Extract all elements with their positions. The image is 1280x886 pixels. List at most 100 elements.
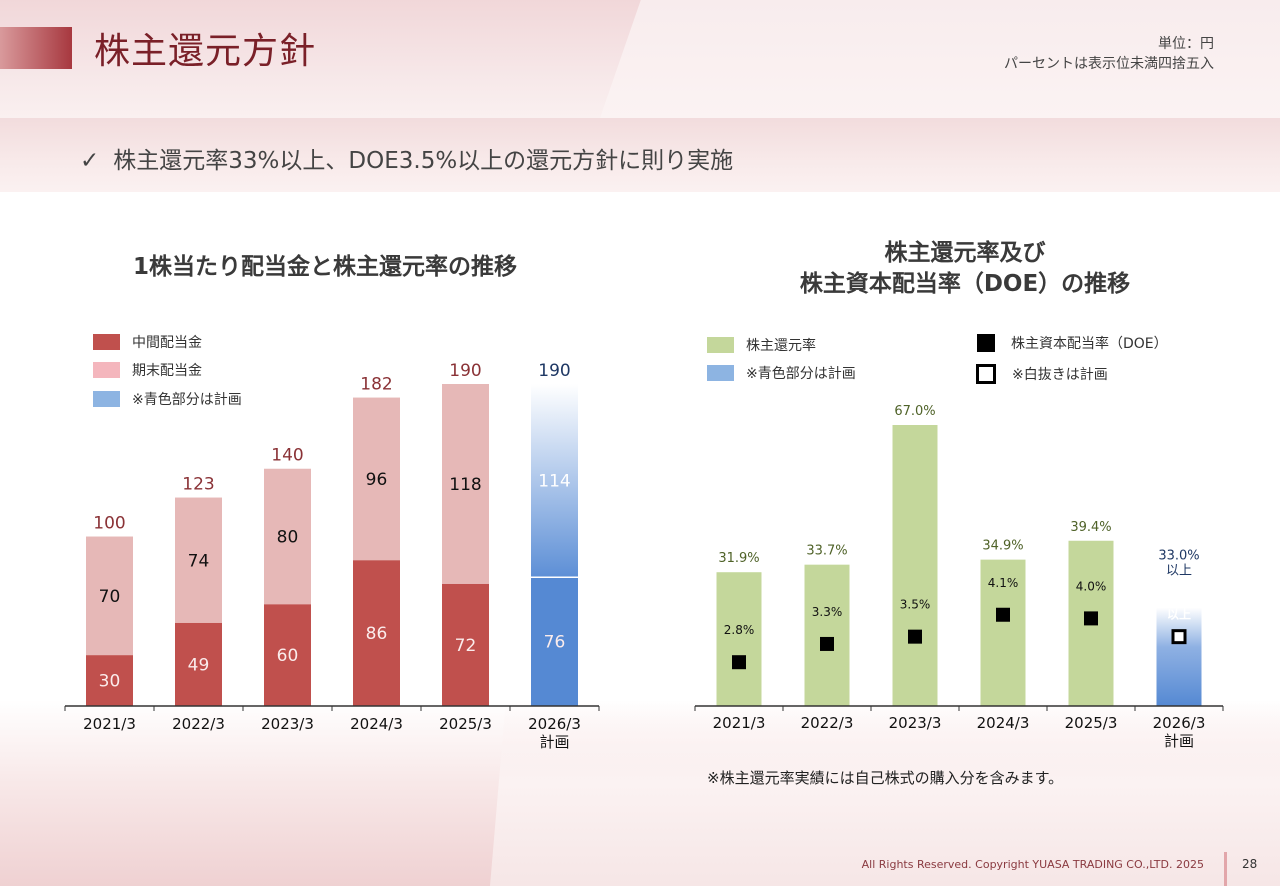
interim-value-label: 86 bbox=[366, 624, 388, 644]
legend-label: 株主還元率 bbox=[746, 338, 816, 354]
legend-doe-plan: ※白抜きは計画 bbox=[976, 364, 1108, 384]
payout-value-label: 33.0% bbox=[1158, 549, 1199, 564]
doe-value-label: 2.8% bbox=[724, 623, 755, 637]
legend-swatch-plan bbox=[707, 365, 734, 381]
page-number: 28 bbox=[1242, 857, 1258, 871]
bar-interim bbox=[353, 560, 400, 706]
doe-marker bbox=[996, 607, 1010, 622]
legend-label: 株主資本配当率（DOE） bbox=[1011, 336, 1168, 352]
copyright: All Rights Reserved. Copyright YUASA TRA… bbox=[861, 858, 1204, 871]
page-title: 株主還元方針 bbox=[94, 31, 317, 72]
bar-payout bbox=[804, 564, 850, 706]
payout-chart-title-line2: 株主資本配当率（DOE）の推移 bbox=[799, 271, 1131, 297]
x-tick-sublabel: 計画 bbox=[1164, 732, 1194, 750]
doe-value-label: 3.5% bbox=[1162, 594, 1195, 608]
doe-value-label: 4.1% bbox=[988, 576, 1019, 590]
year-end-value-label: 96 bbox=[366, 470, 388, 490]
x-tick-label: 2021/3 bbox=[83, 715, 136, 733]
doe-marker bbox=[732, 655, 746, 670]
bar-year-end bbox=[442, 384, 489, 584]
bar-year-end bbox=[86, 536, 133, 656]
doe-value-label: 4.0% bbox=[1076, 579, 1107, 593]
year-end-value-label: 118 bbox=[449, 475, 481, 495]
doe-marker bbox=[908, 629, 922, 644]
legend-swatch-year-end bbox=[93, 362, 120, 378]
year-end-value-label: 114 bbox=[538, 472, 570, 492]
legend-payout-ratio: 株主還元率 bbox=[707, 335, 816, 355]
total-value-label: 190 bbox=[449, 361, 481, 381]
policy-band bbox=[0, 118, 1280, 192]
x-tick-label: 2024/3 bbox=[977, 714, 1030, 732]
x-tick-label: 2021/3 bbox=[713, 714, 766, 732]
payout-chart-title-line1: 株主還元率及び bbox=[884, 240, 1046, 266]
x-tick-label: 2024/3 bbox=[350, 715, 403, 733]
interim-value-label: 49 bbox=[188, 655, 210, 675]
year-end-value-label: 74 bbox=[188, 551, 210, 571]
bar-payout bbox=[892, 425, 938, 706]
footer-background-accent bbox=[490, 700, 1280, 886]
payout-footnote: ※株主還元率実績には自己株式の購入分を含みます。 bbox=[707, 769, 1064, 787]
bar-interim bbox=[175, 622, 222, 706]
doe-value-suffix: 以上 bbox=[1167, 607, 1191, 622]
bar-interim bbox=[531, 577, 578, 706]
doe-marker bbox=[820, 636, 834, 651]
x-tick-label: 2026/3 bbox=[528, 715, 581, 733]
bar-payout-plan bbox=[1156, 607, 1202, 706]
unit-label: 単位：円 bbox=[1158, 36, 1214, 52]
doe-value-label: 3.5% bbox=[900, 598, 931, 612]
x-tick-label: 2026/3 bbox=[1153, 714, 1206, 732]
total-value-label: 182 bbox=[360, 375, 392, 395]
bar-payout bbox=[980, 559, 1026, 706]
bar-year-end bbox=[531, 384, 578, 578]
check-icon: ✓ bbox=[80, 148, 100, 174]
payout-doe-chart: 31.9%33.7%67.0%34.9%39.4%33.0%以上 2021/3 2… bbox=[694, 404, 1224, 750]
bar-year-end bbox=[175, 497, 222, 623]
legend-swatch-interim bbox=[93, 334, 120, 350]
title-accent-block bbox=[0, 27, 72, 69]
doe-plan-marker bbox=[1171, 629, 1187, 645]
payout-value-suffix: 以上 bbox=[1166, 564, 1192, 579]
x-tick-label: 2023/3 bbox=[889, 714, 942, 732]
legend-label: ※青色部分は計画 bbox=[746, 366, 856, 382]
payout-value-label: 67.0% bbox=[894, 404, 935, 419]
legend-filled-square-icon bbox=[977, 334, 995, 352]
x-tick-sublabel: 計画 bbox=[539, 733, 569, 751]
x-tick-label: 2022/3 bbox=[801, 714, 854, 732]
interim-value-label: 60 bbox=[277, 646, 299, 666]
policy-statement: ✓ 株主還元率33%以上、DOE3.5%以上の還元方針に則り実施 bbox=[80, 141, 733, 175]
legend-year-end: 期末配当金 bbox=[93, 360, 202, 380]
payout-value-label: 33.7% bbox=[806, 544, 847, 559]
legend-label: 期末配当金 bbox=[132, 363, 202, 379]
legend-open-square-icon bbox=[976, 364, 996, 384]
dividend-chart: 30 70 100 49 74 123 60 80 140 86 96 182 72 118 190 76 11… bbox=[64, 361, 600, 751]
legend-label: ※青色部分は計画 bbox=[132, 392, 242, 408]
dividend-chart-title: 1株当たり配当金と株主還元率の推移 bbox=[132, 254, 517, 280]
legend-plan-right: ※青色部分は計画 bbox=[707, 363, 856, 383]
rounding-note: パーセントは表示位未満四捨五入 bbox=[1004, 56, 1214, 72]
header-background-accent bbox=[600, 0, 1280, 118]
footer-divider bbox=[1224, 852, 1227, 886]
legend-swatch-plan bbox=[93, 391, 120, 407]
interim-value-label: 76 bbox=[544, 633, 566, 653]
interim-value-label: 30 bbox=[99, 672, 121, 692]
legend-label: 中間配当金 bbox=[132, 335, 202, 351]
payout-value-label: 39.4% bbox=[1070, 520, 1111, 535]
year-end-value-label: 80 bbox=[277, 528, 299, 548]
unit-note: 単位：円 パーセントは表示位未満四捨五入 bbox=[1004, 34, 1214, 74]
total-value-label: 190 bbox=[538, 361, 570, 381]
bar-year-end bbox=[353, 397, 400, 561]
total-value-label: 123 bbox=[182, 475, 214, 495]
interim-value-label: 72 bbox=[455, 636, 477, 656]
bar-interim bbox=[86, 655, 133, 706]
total-value-label: 140 bbox=[271, 446, 303, 466]
legend-swatch-payout bbox=[707, 337, 734, 353]
legend-interim: 中間配当金 bbox=[93, 332, 202, 352]
bar-interim bbox=[264, 604, 311, 706]
policy-text: 株主還元率33%以上、DOE3.5%以上の還元方針に則り実施 bbox=[113, 148, 734, 174]
x-tick-label: 2025/3 bbox=[1065, 714, 1118, 732]
doe-marker bbox=[1084, 611, 1098, 626]
x-tick-label: 2025/3 bbox=[439, 715, 492, 733]
bar-payout bbox=[716, 572, 762, 706]
total-value-label: 100 bbox=[93, 514, 125, 534]
payout-chart-title: 株主還元率及び 株主資本配当率（DOE）の推移 bbox=[720, 238, 1210, 300]
